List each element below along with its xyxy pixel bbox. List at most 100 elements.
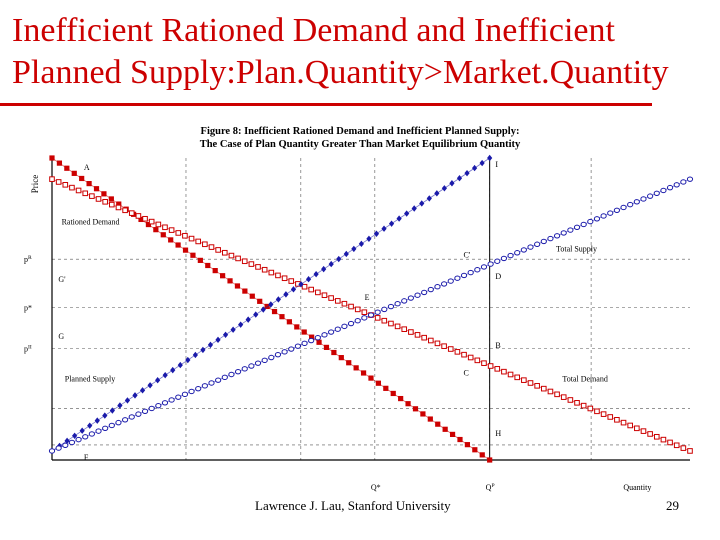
total-demand-point — [560, 394, 567, 400]
planned-supply-point — [132, 392, 138, 399]
point-label: C' — [464, 251, 471, 260]
total-supply-point — [507, 252, 514, 259]
total-demand-point — [235, 255, 241, 262]
total-demand-point — [308, 286, 314, 293]
rationed-demand-point — [457, 436, 463, 443]
planned-supply-point — [290, 286, 297, 293]
planned-supply-point — [358, 240, 364, 248]
rationed-demand-point — [197, 257, 203, 263]
planned-supply-point — [268, 301, 274, 308]
planned-supply-point — [366, 235, 372, 243]
total-demand-point — [454, 349, 461, 355]
total-supply-point — [95, 428, 102, 434]
slide-title: Inefficient Rationed Demand and Ineffici… — [12, 10, 712, 94]
rationed-demand-point — [160, 232, 166, 238]
rationed-demand-point — [487, 457, 493, 463]
planned-supply-point — [72, 432, 78, 439]
y-tick-label: pII — [24, 344, 32, 353]
planned-supply-point — [109, 407, 115, 414]
total-supply-point — [367, 312, 375, 318]
total-demand-point — [188, 235, 195, 242]
planned-supply-point — [283, 291, 289, 298]
rationed-demand-point — [271, 308, 278, 315]
total-supply-point — [407, 295, 414, 301]
total-demand-point — [115, 204, 122, 211]
total-supply-point — [155, 402, 162, 409]
total-supply-point — [208, 380, 215, 386]
point-label: G — [58, 332, 64, 341]
x-tick-label: Q* — [371, 483, 381, 492]
page-number: 29 — [666, 498, 679, 513]
total-demand-point — [215, 247, 221, 253]
total-demand-point — [467, 354, 474, 361]
planned-supply-point — [328, 260, 334, 268]
total-demand-point — [487, 363, 494, 369]
total-supply-point — [567, 227, 574, 233]
total-supply-point — [474, 267, 481, 273]
planned-supply-point — [238, 321, 244, 328]
rationed-demand-point — [108, 196, 114, 202]
rationed-demand-point — [323, 344, 330, 350]
total-supply-point — [128, 414, 135, 420]
rationed-demand-point — [383, 385, 389, 391]
total-demand-point — [49, 176, 55, 182]
point-label: C — [464, 368, 469, 377]
total-demand-point — [428, 337, 434, 344]
planned-supply-point — [449, 180, 455, 187]
total-demand-point — [162, 224, 168, 231]
total-supply-point — [613, 207, 620, 213]
total-supply-point — [281, 349, 288, 355]
rationed-demand-point — [353, 365, 359, 371]
total-supply-point — [48, 448, 56, 454]
rationed-demand-point — [279, 314, 285, 320]
total-demand-point — [501, 368, 507, 375]
total-demand-point — [321, 292, 328, 299]
rationed-demand-point — [390, 390, 396, 397]
planned-supply-point — [162, 371, 168, 379]
total-demand-point — [660, 436, 667, 443]
rationed-demand-point — [264, 303, 270, 310]
planned-supply-point — [185, 356, 191, 364]
planned-supply-point — [351, 245, 357, 253]
total-supply-point — [354, 318, 361, 324]
total-supply-point — [500, 255, 508, 262]
rationed-demand-point — [86, 180, 92, 187]
total-demand-point — [341, 300, 348, 307]
total-supply-point — [148, 405, 155, 412]
total-demand-point — [89, 193, 95, 199]
total-demand-point — [301, 283, 308, 290]
total-demand-point — [241, 258, 248, 265]
rationed-demand-point — [227, 278, 233, 284]
planned-supply-point — [305, 276, 312, 283]
x-axis-label: Quantity — [623, 483, 651, 492]
planned-supply-point — [245, 316, 251, 323]
rationed-demand-point — [435, 421, 441, 427]
total-supply-point — [460, 272, 468, 279]
planned-supply-point — [419, 200, 425, 207]
total-supply-point — [494, 258, 501, 264]
point-label: G' — [58, 275, 66, 284]
planned-supply-point — [373, 230, 380, 237]
rationed-demand-point — [93, 186, 100, 192]
point-label: F — [84, 453, 89, 462]
rationed-demand-point — [338, 355, 344, 361]
total-supply-point — [660, 187, 667, 194]
total-demand-point — [315, 289, 321, 296]
total-demand-point — [195, 238, 202, 245]
series-label-total-supply: Total Supply — [556, 245, 597, 254]
rationed-demand-point — [234, 283, 241, 289]
total-demand-point — [109, 201, 115, 208]
total-supply-point — [553, 233, 561, 239]
total-demand-point — [354, 306, 361, 313]
total-demand-point — [175, 230, 182, 236]
total-demand-point — [348, 303, 354, 310]
rationed-demand-point — [472, 447, 478, 453]
rationed-demand-point — [249, 293, 255, 299]
total-demand-point — [567, 397, 574, 403]
total-supply-point — [487, 261, 494, 267]
rationed-demand-point — [145, 221, 152, 228]
total-demand-point — [288, 278, 295, 284]
title-underline-rule — [0, 103, 652, 106]
total-supply-point — [640, 196, 647, 202]
total-demand-point — [281, 275, 288, 282]
